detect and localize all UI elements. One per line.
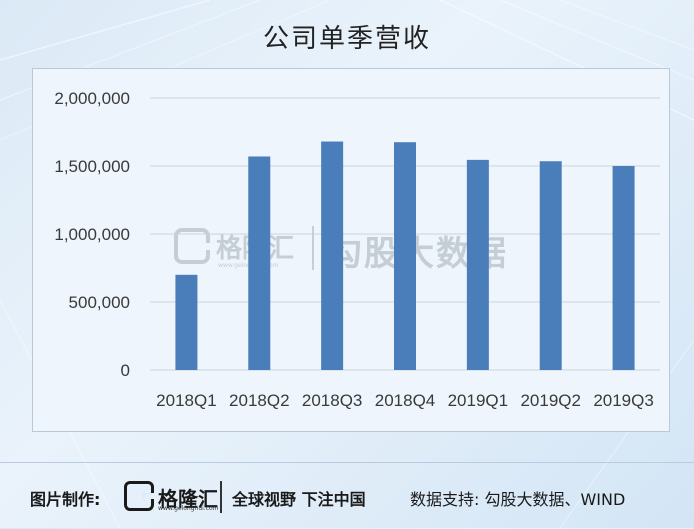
- x-tick-label: 2019Q1: [448, 391, 509, 410]
- watermark-logo-icon: [174, 228, 210, 264]
- bar: [539, 161, 562, 370]
- watermark-divider: [312, 226, 314, 270]
- bar: [321, 141, 344, 370]
- brand-url: www.gelonghui.com: [158, 505, 219, 512]
- x-tick-label: 2018Q3: [302, 391, 363, 410]
- made-by-label: 图片制作:: [30, 490, 101, 509]
- x-tick-label: 2018Q4: [375, 391, 436, 410]
- y-tick-label: 500,000: [69, 293, 130, 312]
- x-tick-label: 2019Q2: [520, 391, 581, 410]
- x-tick-label: 2018Q2: [229, 391, 290, 410]
- brand-logo-icon: [124, 481, 154, 511]
- y-tick-label: 1,500,000: [54, 157, 130, 176]
- plot-area: [32, 68, 670, 432]
- watermark-brand-url: www.gelonghui.com: [218, 262, 279, 269]
- bar: [612, 166, 635, 370]
- y-tick-label: 2,000,000: [54, 89, 130, 108]
- y-tick-label: 1,000,000: [54, 225, 130, 244]
- y-tick-label: 0: [121, 361, 130, 380]
- footer: 图片制作: 格隆汇 www.gelonghui.com 全球视野 下注中国 数据…: [0, 462, 694, 529]
- slogan: 全球视野 下注中国: [232, 490, 366, 509]
- footer-divider: [220, 481, 222, 513]
- x-tick-label: 2019Q3: [593, 391, 654, 410]
- chart-title: 公司单季营收: [262, 24, 431, 54]
- data-source: 数据支持: 勾股大数据、WIND: [410, 490, 626, 509]
- brand-name: 格隆汇: [158, 487, 218, 511]
- x-tick-label: 2018Q1: [156, 391, 217, 410]
- bar: [248, 156, 271, 370]
- bar: [466, 159, 489, 370]
- bar: [394, 142, 416, 370]
- bar: [175, 274, 198, 370]
